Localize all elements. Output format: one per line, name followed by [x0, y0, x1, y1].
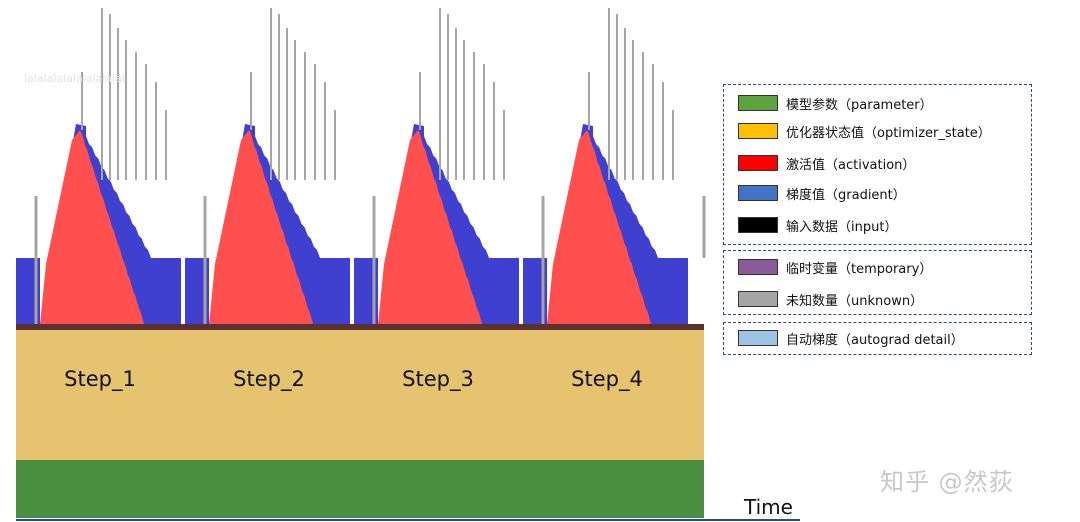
- gradient-plateau: [317, 258, 350, 324]
- legend-label: 激活值（activation）: [786, 157, 916, 173]
- legend-label: 未知数量（unknown）: [786, 293, 924, 309]
- gradient-plateau: [148, 258, 181, 324]
- optimizer-swatch: [738, 123, 778, 139]
- legend-group-2: 临时变量（temporary） 未知数量（unknown）: [723, 250, 1032, 315]
- step-label: Step_3: [402, 367, 474, 392]
- faint-text: lalalalalalalalalalal: [24, 72, 126, 85]
- unknown-swatch: [738, 291, 778, 307]
- activation-swatch: [738, 155, 778, 171]
- step-2-group: [185, 8, 350, 328]
- step-label: Step_1: [64, 367, 136, 392]
- legend-label: 优化器状态值（optimizer_state）: [786, 125, 991, 141]
- watermark: 知乎 @然荻: [880, 468, 1014, 496]
- parameter-swatch: [738, 95, 778, 111]
- legend-item: 模型参数（parameter）: [738, 93, 933, 113]
- step-label: Step_2: [233, 367, 305, 392]
- input-band: [16, 324, 704, 330]
- legend-item: 未知数量（unknown）: [738, 289, 923, 309]
- step-labels: Step_1 Step_2 Step_3 Step_4: [64, 367, 643, 392]
- legend-item: 自动梯度（autograd detail）: [738, 328, 964, 348]
- gradient-swatch: [738, 185, 778, 201]
- optimizer-band: [16, 330, 704, 460]
- legend-label: 自动梯度（autograd detail）: [786, 332, 964, 348]
- gradient-plateau: [655, 258, 688, 324]
- step-label: Step_4: [571, 367, 643, 392]
- time-axis-label: Time: [743, 495, 793, 519]
- activation-area: [40, 130, 146, 328]
- legend-label: 输入数据（input）: [786, 219, 898, 235]
- legend-label: 临时变量（temporary）: [786, 261, 933, 277]
- legend-label: 梯度值（gradient）: [786, 187, 906, 203]
- activation-area: [378, 130, 484, 328]
- step-4-group: [523, 8, 688, 328]
- legend-item: 梯度值（gradient）: [738, 183, 906, 203]
- time-axis: Time: [16, 495, 800, 521]
- legend-group-1: 模型参数（parameter） 优化器状态值（optimizer_state） 激活…: [723, 84, 1032, 245]
- activation-area: [547, 130, 653, 328]
- gradient-plateau: [486, 258, 519, 324]
- legend-item: 输入数据（input）: [738, 215, 897, 235]
- input-swatch: [738, 217, 778, 233]
- legend-item: 临时变量（temporary）: [738, 257, 932, 277]
- step-1-group: [16, 8, 181, 328]
- activation-area: [209, 130, 315, 328]
- autograd-swatch: [738, 330, 778, 346]
- legend-group-3: 自动梯度（autograd detail）: [723, 322, 1032, 355]
- legend-label: 模型参数（parameter）: [786, 97, 933, 113]
- step-peaks: [16, 8, 706, 328]
- baseline-bands: [16, 324, 704, 518]
- legend-item: 激活值（activation）: [738, 153, 915, 173]
- step-3-group: [354, 8, 519, 328]
- legend-item: 优化器状态值（optimizer_state）: [738, 121, 991, 141]
- temporary-swatch: [738, 259, 778, 275]
- parameter-band: [16, 460, 704, 518]
